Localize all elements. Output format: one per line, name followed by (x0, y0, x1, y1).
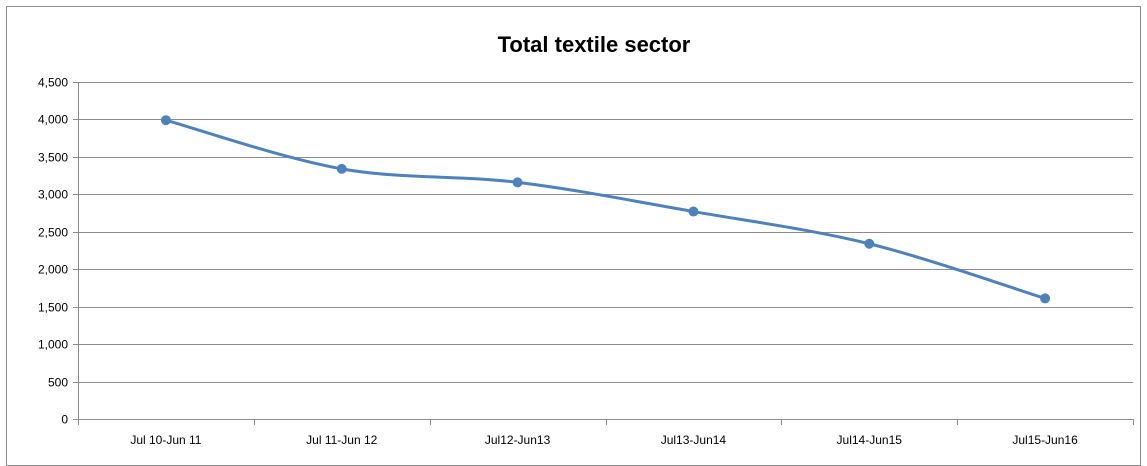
axes (73, 82, 1134, 425)
x-tick-label: Jul 10-Jun 11 (130, 433, 201, 447)
y-tick-label: 3,500 (38, 151, 68, 165)
x-tick-label: Jul15-Jun16 (1012, 433, 1078, 447)
y-tick-label: 4,500 (38, 76, 68, 90)
y-tick-label: 4,000 (38, 113, 68, 127)
series-layer (160, 115, 1051, 304)
gridlines (78, 82, 1133, 383)
x-axis-tick-labels: Jul 10-Jun 11 Jul 11-Jun 12 Jul12-Jun13 Jul… (130, 433, 1078, 447)
chart-title: Total textile sector (498, 32, 691, 57)
y-tick-label: 1,500 (38, 301, 68, 315)
series-line (164, 118, 1047, 300)
x-tick-label: Jul12-Jun13 (485, 433, 551, 447)
line-chart: Total textile sector 0 500 1,000 1,500 2,000… (38, 32, 1134, 447)
data-point (512, 177, 523, 188)
x-tick-label: Jul 11-Jun 12 (306, 433, 377, 447)
x-tick-label: Jul14-Jun15 (837, 433, 903, 447)
y-tick-label: 500 (48, 376, 68, 390)
y-axis-tick-labels: 0 500 1,000 1,500 2,000 2,500 3,000 3,500 4,000 4… (38, 76, 68, 427)
data-point (160, 115, 171, 126)
y-tick-label: 3,000 (38, 188, 68, 202)
y-tick-label: 0 (61, 413, 68, 427)
data-point (336, 163, 347, 174)
y-tick-label: 2,500 (38, 226, 68, 240)
y-tick-label: 2,000 (38, 263, 68, 277)
data-point (688, 206, 699, 217)
y-tick-label: 1,000 (38, 338, 68, 352)
x-tick-label: Jul13-Jun14 (661, 433, 727, 447)
data-point (864, 238, 875, 249)
data-point (1040, 293, 1051, 304)
